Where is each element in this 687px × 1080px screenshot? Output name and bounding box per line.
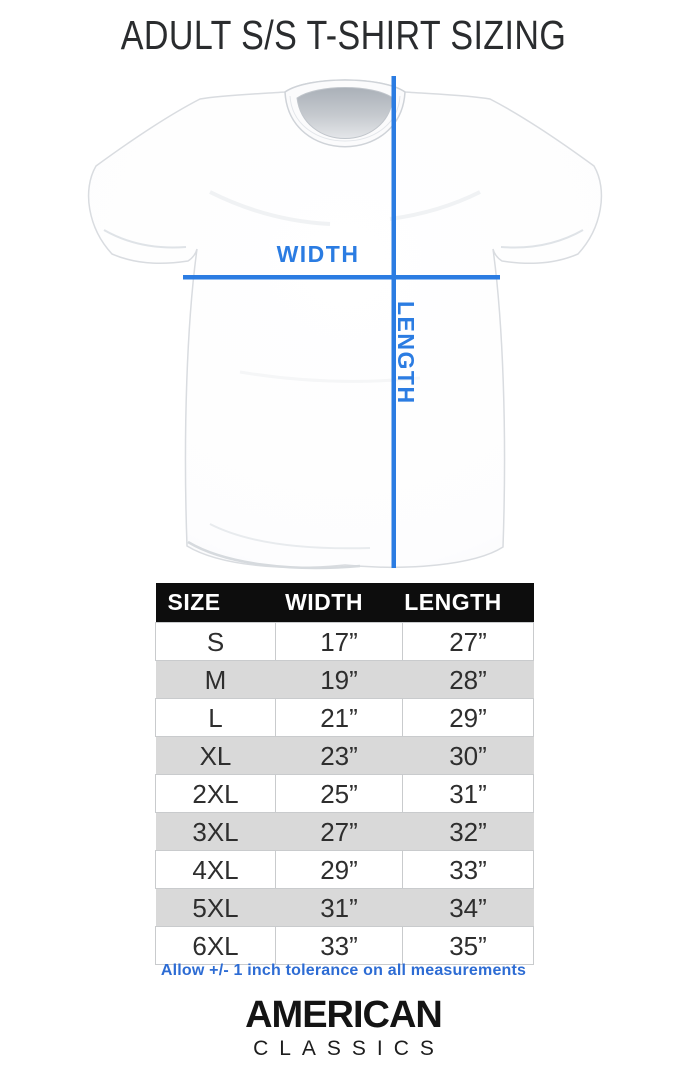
cell-size: M [155, 660, 276, 699]
table-row: 5XL 31” 34” [155, 888, 534, 927]
size-table-body: S 17” 27” M 19” 28” L 21” 29” XL 23” 30” 2XL 25” 31” 3X… [155, 622, 534, 965]
width-label: WIDTH [276, 241, 360, 267]
left-cuff-line [103, 229, 187, 249]
brand-name-bottom: CLASSICS [253, 1037, 445, 1060]
tshirt-illustration [87, 76, 603, 570]
cell-size: 3XL [155, 812, 276, 851]
cell-length: 35” [402, 926, 534, 965]
header-length: LENGTH [402, 583, 534, 623]
table-row: 4XL 29” 33” [155, 850, 534, 889]
hem-fold-line [209, 523, 371, 550]
table-row: 6XL 33” 35” [155, 926, 534, 965]
cell-width: 33” [275, 926, 403, 965]
cell-width: 25” [275, 774, 403, 813]
hem-fold-line [187, 540, 361, 570]
header-width: WIDTH [275, 583, 403, 623]
cell-length: 30” [402, 736, 534, 775]
table-row: M 19” 28” [155, 660, 534, 699]
cell-size: L [155, 698, 276, 737]
cell-size: 6XL [155, 926, 276, 965]
length-line [391, 76, 396, 568]
tshirt-diagram [60, 72, 627, 578]
cell-size: 5XL [155, 888, 276, 927]
cell-width: 19” [275, 660, 403, 699]
table-row: XL 23” 30” [155, 736, 534, 775]
table-row: 3XL 27” 32” [155, 812, 534, 851]
cell-width: 23” [275, 736, 403, 775]
table-row: L 21” 29” [155, 698, 534, 737]
cell-width: 31” [275, 888, 403, 927]
cell-width: 27” [275, 812, 403, 851]
cell-width: 17” [275, 622, 403, 661]
wrinkle [389, 190, 481, 221]
brand-logo: AMERICAN CLASSICS [0, 996, 687, 1059]
header-size: SIZE [155, 583, 276, 623]
cell-length: 31” [402, 774, 534, 813]
page-title: ADULT S/S T-SHIRT SIZING [120, 12, 567, 58]
cell-length: 28” [402, 660, 534, 699]
cell-length: 34” [402, 888, 534, 927]
cell-length: 27” [402, 622, 534, 661]
cell-size: 2XL [155, 774, 276, 813]
length-label: LENGTH [393, 301, 419, 405]
cell-width: 21” [275, 698, 403, 737]
cell-length: 33” [402, 850, 534, 889]
wrinkle [239, 370, 421, 383]
cell-width: 29” [275, 850, 403, 889]
table-row: S 17” 27” [155, 622, 534, 661]
cell-size: XL [155, 736, 276, 775]
brand-name-top: AMERICAN [245, 994, 443, 1036]
table-row: 2XL 25” 31” [155, 774, 534, 813]
width-line [183, 275, 500, 280]
cell-length: 32” [402, 812, 534, 851]
tshirt-body [87, 79, 603, 569]
wrinkle [209, 190, 331, 226]
cell-length: 29” [402, 698, 534, 737]
cell-size: 4XL [155, 850, 276, 889]
cell-size: S [155, 622, 276, 661]
right-cuff-line [500, 229, 584, 249]
table-header-row: SIZE WIDTH LENGTH [155, 583, 534, 623]
size-table: SIZE WIDTH LENGTH S 17” 27” M 19” 28” L 21” 29” X… [155, 583, 534, 965]
tolerance-note: Allow +/- 1 inch tolerance on all measur… [160, 962, 527, 979]
